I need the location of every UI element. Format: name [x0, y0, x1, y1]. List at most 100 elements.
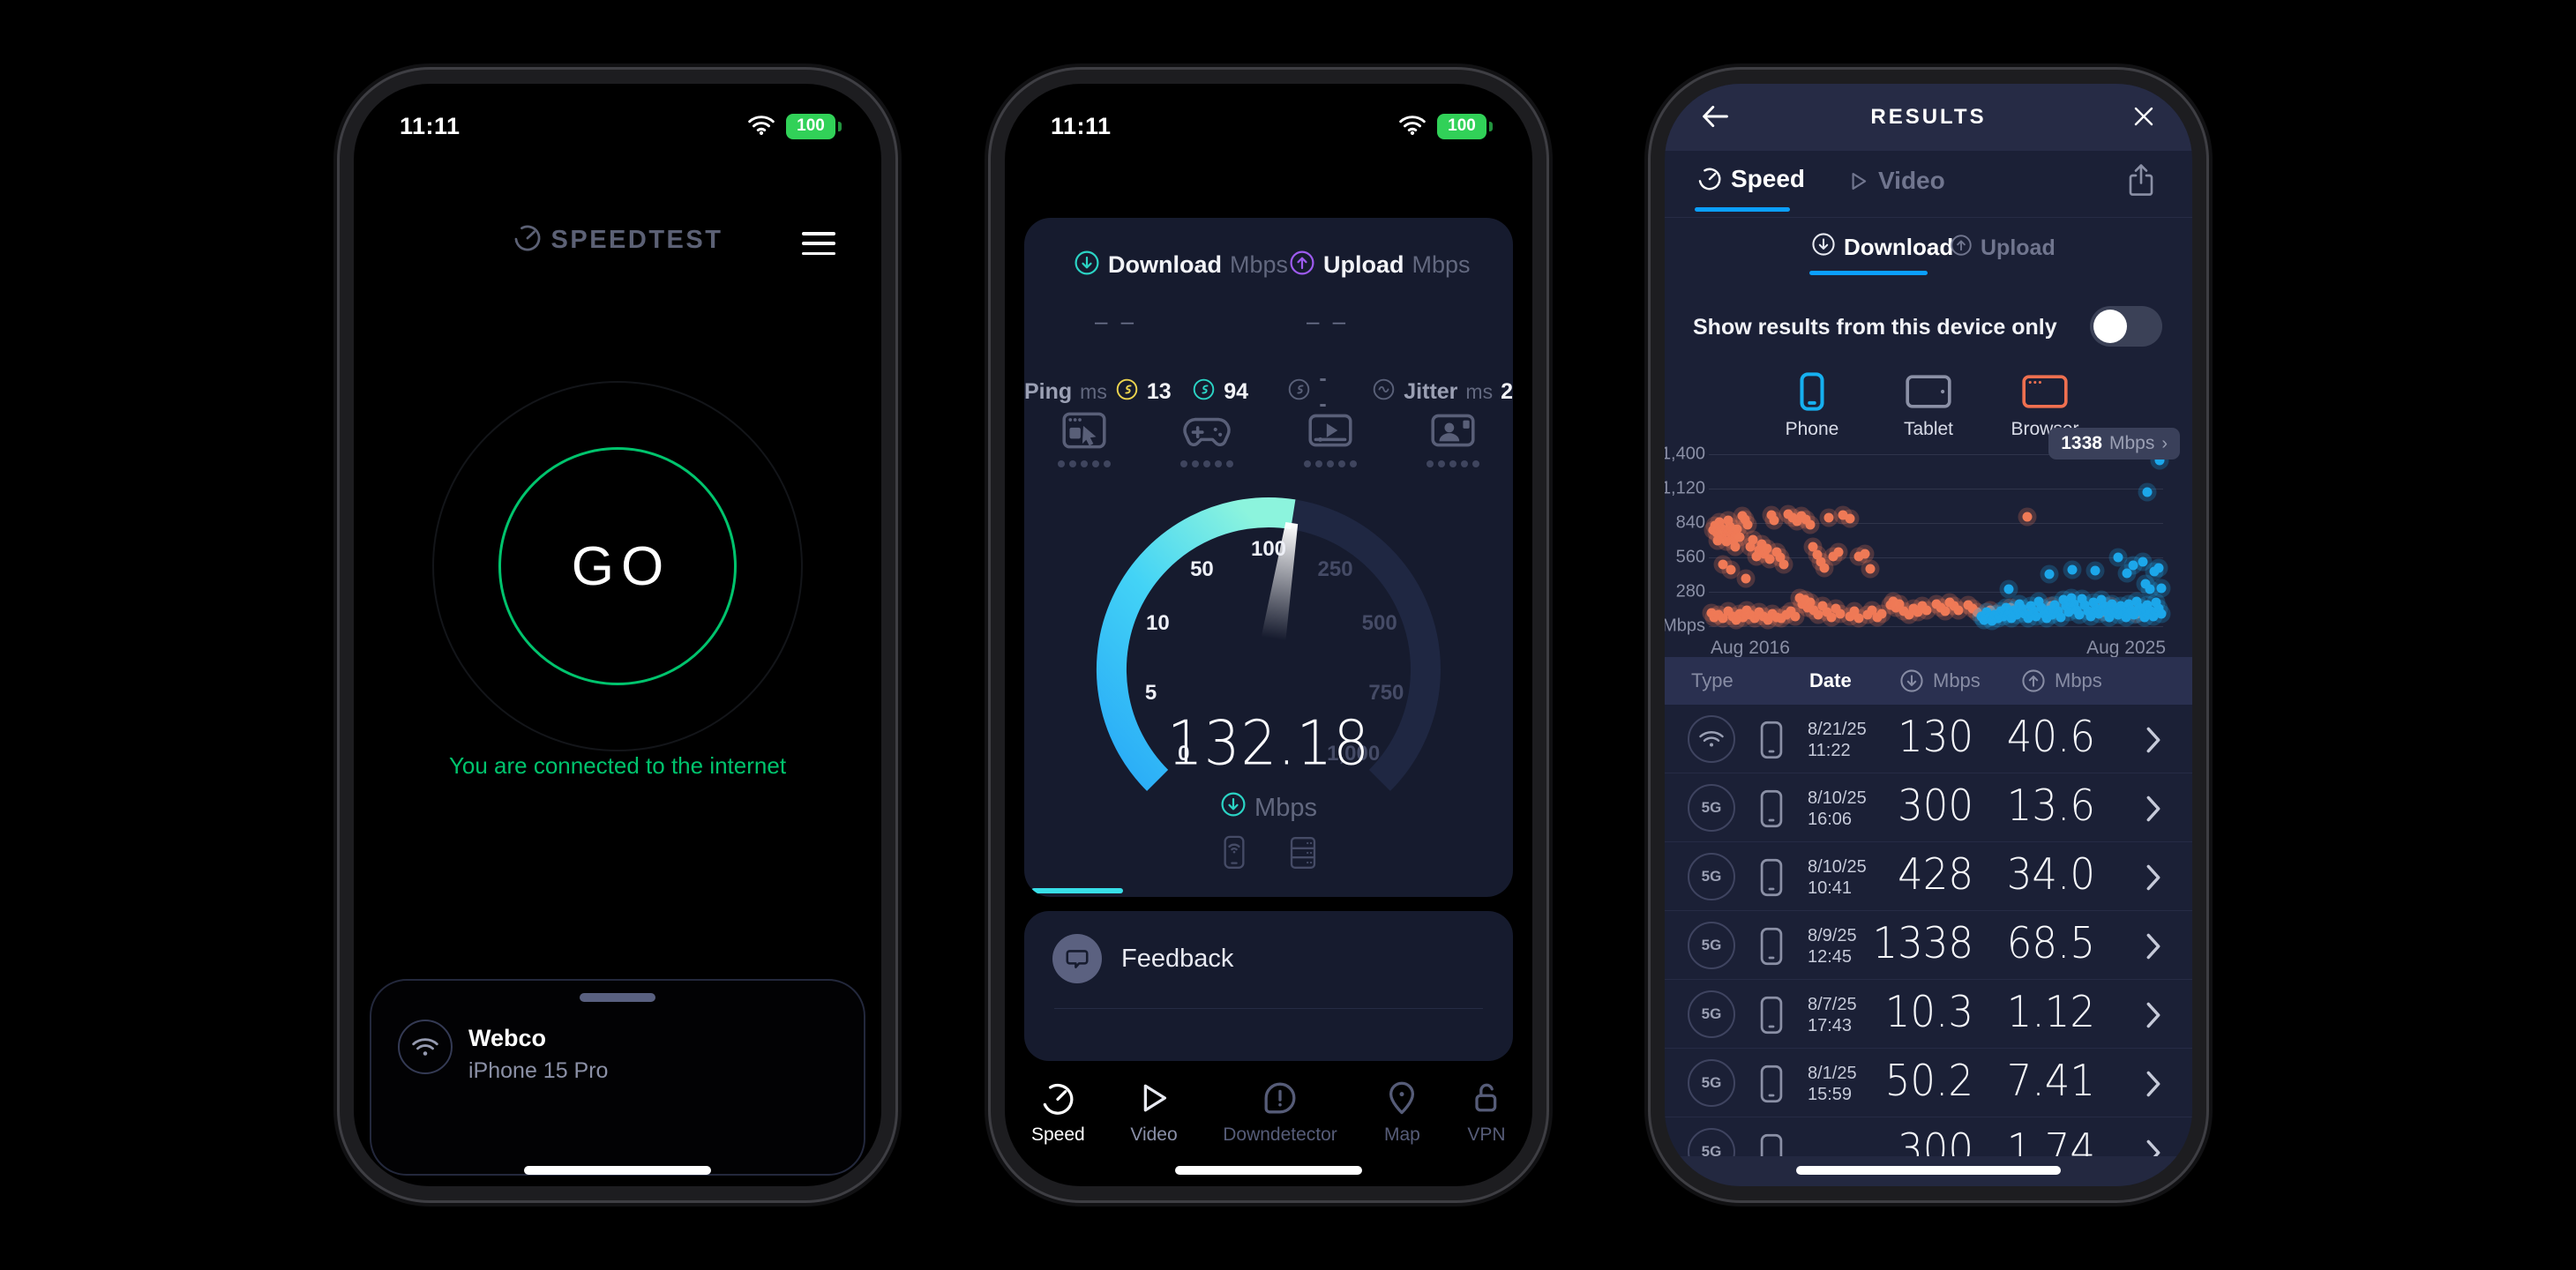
scatter-point-older-results[interactable]	[1718, 559, 1728, 570]
scatter-point-older-results[interactable]	[1726, 529, 1737, 540]
scatter-point-recent-results[interactable]	[2061, 601, 2071, 611]
scatter-point-older-results[interactable]	[1894, 599, 1905, 609]
scatter-point-recent-results[interactable]	[1979, 615, 1989, 625]
result-row[interactable]: 5G 300 1.74	[1665, 1117, 2192, 1156]
scatter-point-recent-results[interactable]	[2131, 596, 2142, 607]
scatter-point-older-results[interactable]	[1872, 612, 1883, 623]
nav-item-vpn[interactable]: VPN	[1467, 1079, 1506, 1146]
scatter-point-older-results[interactable]	[1862, 609, 1873, 620]
scatter-point-recent-results[interactable]	[2107, 599, 2117, 609]
scatter-point-recent-results[interactable]	[2134, 602, 2145, 613]
scatter-point-recent-results[interactable]	[2039, 609, 2049, 619]
scatter-point-recent-results[interactable]	[2001, 602, 2011, 613]
scatter-point-recent-results[interactable]	[2011, 609, 2022, 620]
activity-videochat[interactable]	[1418, 408, 1488, 467]
scatter-point-older-results[interactable]	[1865, 564, 1876, 574]
scatter-point-recent-results[interactable]	[2019, 609, 2030, 619]
scatter-point-recent-results[interactable]	[2069, 599, 2079, 609]
sheet-handle[interactable]	[580, 993, 655, 1002]
scatter-point-older-results[interactable]	[1718, 613, 1728, 624]
scatter-point-recent-results[interactable]	[2153, 563, 2164, 573]
scatter-point-older-results[interactable]	[1723, 606, 1734, 616]
scatter-point-recent-results[interactable]	[2115, 601, 2126, 611]
scatter-point-recent-results[interactable]	[2066, 593, 2077, 603]
scatter-point-older-results[interactable]	[1849, 606, 1860, 616]
filter-tablet[interactable]: Tablet	[1891, 371, 1966, 440]
subtab-upload[interactable]: Upload	[1950, 234, 2056, 263]
scatter-point-recent-results[interactable]	[2003, 584, 2014, 594]
share-icon[interactable]	[2125, 161, 2157, 205]
result-row[interactable]: 5G 8/9/25 12:45 1338 68.5	[1665, 911, 2192, 980]
scatter-point-older-results[interactable]	[1741, 605, 1752, 616]
scatter-point-recent-results[interactable]	[2113, 552, 2123, 563]
scatter-point-recent-results[interactable]	[2003, 609, 2014, 619]
scatter-point-older-results[interactable]	[1728, 535, 1739, 545]
scatter-point-recent-results[interactable]	[2056, 612, 2066, 623]
scatter-point-older-results[interactable]	[1748, 534, 1758, 545]
tab-video[interactable]: Video	[1846, 167, 1945, 195]
scatter-point-older-results[interactable]	[1771, 547, 1782, 557]
scatter-point-older-results[interactable]	[1792, 516, 1802, 527]
scatter-point-recent-results[interactable]	[2009, 605, 2019, 616]
scatter-point-older-results[interactable]	[1738, 612, 1749, 623]
scatter-point-recent-results[interactable]	[2142, 600, 2153, 610]
scatter-point-older-results[interactable]	[1845, 611, 1855, 622]
scatter-point-older-results[interactable]	[1734, 532, 1745, 542]
scatter-point-recent-results[interactable]	[2123, 599, 2134, 609]
scatter-point-recent-results[interactable]	[2148, 611, 2159, 622]
scatter-point-older-results[interactable]	[1860, 549, 1870, 559]
scatter-point-recent-results[interactable]	[2049, 600, 2060, 610]
scatter-point-older-results[interactable]	[1762, 543, 1772, 554]
scatter-point-recent-results[interactable]	[2058, 594, 2069, 605]
scatter-point-recent-results[interactable]	[2145, 606, 2156, 616]
scatter-point-recent-results[interactable]	[2028, 606, 2039, 616]
scatter-point-older-results[interactable]	[1826, 612, 1837, 623]
scatter-point-older-results[interactable]	[1776, 613, 1786, 624]
scatter-point-recent-results[interactable]	[1993, 613, 2003, 624]
scatter-point-older-results[interactable]	[1719, 527, 1729, 537]
scatter-point-older-results[interactable]	[1781, 609, 1792, 620]
scatter-point-older-results[interactable]	[1808, 605, 1819, 616]
scatter-point-older-results[interactable]	[1853, 551, 1864, 562]
scatter-point-recent-results[interactable]	[2099, 601, 2109, 611]
activity-web[interactable]	[1049, 408, 1120, 467]
home-indicator[interactable]	[1175, 1166, 1362, 1175]
scatter-point-older-results[interactable]	[1800, 594, 1810, 605]
scatter-point-older-results[interactable]	[1813, 609, 1823, 620]
scatter-point-recent-results[interactable]	[2118, 607, 2129, 617]
scatter-point-recent-results[interactable]	[2017, 603, 2027, 614]
nav-item-map[interactable]: Map	[1382, 1079, 1421, 1146]
scatter-point-older-results[interactable]	[1876, 609, 1887, 619]
activity-gaming[interactable]	[1172, 408, 1242, 467]
scatter-point-recent-results[interactable]	[2071, 605, 2082, 616]
scatter-point-recent-results[interactable]	[1981, 607, 1992, 617]
result-row[interactable]: 5G 8/1/25 15:59 50.2 7.41	[1665, 1049, 2192, 1117]
scatter-point-recent-results[interactable]	[2151, 597, 2161, 608]
scatter-point-older-results[interactable]	[1721, 536, 1732, 547]
scatter-point-recent-results[interactable]	[2053, 606, 2063, 616]
scatter-point-recent-results[interactable]	[2077, 594, 2087, 604]
scatter-point-older-results[interactable]	[1853, 613, 1864, 624]
scatter-point-older-results[interactable]	[1726, 564, 1736, 575]
scatter-point-recent-results[interactable]	[1996, 606, 2006, 616]
scatter-point-older-results[interactable]	[1921, 605, 1932, 616]
scatter-point-older-results[interactable]	[2022, 512, 2032, 522]
feedback-card[interactable]: Feedback	[1024, 911, 1513, 1061]
scatter-point-recent-results[interactable]	[2074, 609, 2085, 620]
scatter-point-recent-results[interactable]	[2006, 613, 2017, 624]
scatter-point-older-results[interactable]	[1723, 515, 1734, 526]
scatter-point-older-results[interactable]	[1888, 596, 1898, 607]
scatter-point-recent-results[interactable]	[2041, 613, 2052, 624]
scatter-point-recent-results[interactable]	[2033, 596, 2044, 607]
history-scatter-chart[interactable]: 1,400 1,120 840 560 280 Mbps Aug 2016 Aug 202…	[1665, 440, 2192, 661]
scatter-point-recent-results[interactable]	[2126, 605, 2137, 616]
scatter-point-older-results[interactable]	[1801, 514, 1811, 525]
scatter-point-recent-results[interactable]	[2063, 607, 2074, 617]
result-row[interactable]: 5G 8/7/25 17:43 10.3 1.12	[1665, 980, 2192, 1049]
activity-streaming[interactable]	[1295, 408, 1366, 467]
scatter-point-recent-results[interactable]	[2101, 607, 2112, 617]
server-icon[interactable]	[1285, 833, 1321, 877]
scatter-point-recent-results[interactable]	[2014, 599, 2025, 609]
scatter-point-recent-results[interactable]	[2047, 609, 2057, 620]
scatter-point-recent-results[interactable]	[2104, 612, 2115, 623]
